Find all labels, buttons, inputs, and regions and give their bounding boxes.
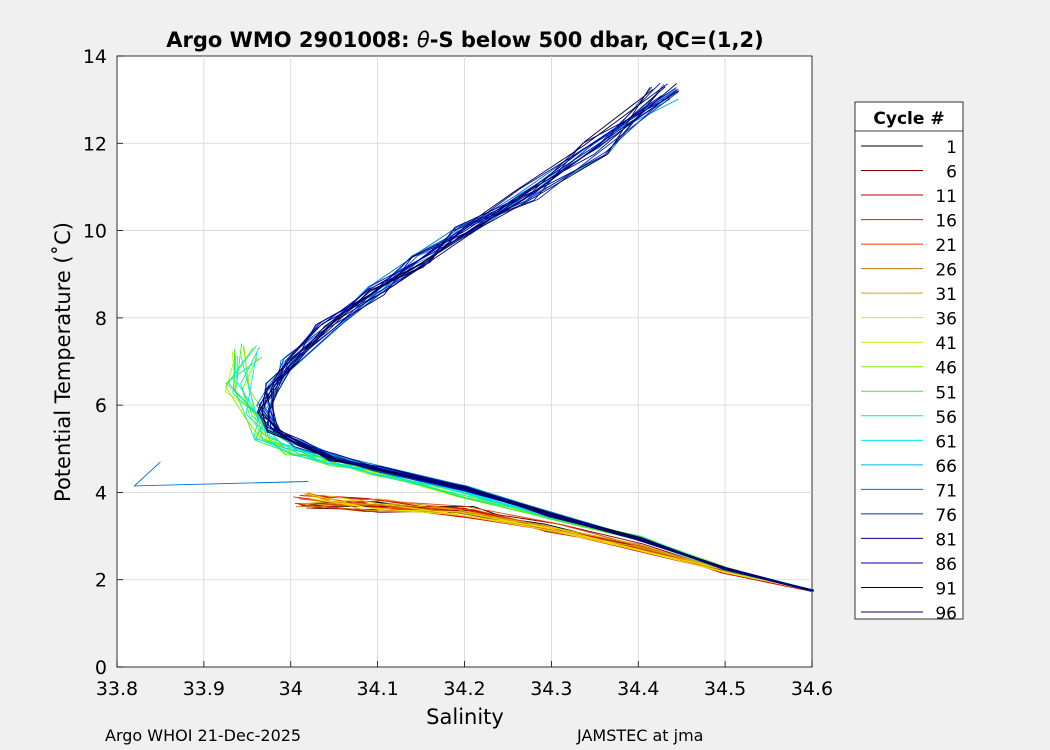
legend-label: 41 (935, 334, 957, 354)
profile-cycle-96 (261, 90, 812, 591)
footer-left: Argo WHOI 21-Dec-2025 (105, 726, 302, 745)
legend-title: Cycle # (873, 109, 944, 129)
y-tick-label: 14 (83, 46, 107, 68)
profile-cycle-86 (258, 87, 812, 592)
legend-label: 6 (946, 163, 957, 183)
legend-label: 56 (935, 408, 957, 428)
legend-label: 1 (946, 138, 957, 158)
legend: Cycle # 16111621263136414651566166717681… (854, 101, 964, 624)
legend-label: 81 (935, 530, 957, 550)
x-tick-label: 33.8 (96, 678, 138, 700)
y-ticks: 0 2 4 6 8 10 12 14 (83, 46, 123, 679)
legend-label: 26 (935, 261, 957, 281)
x-ticks: 33.8 33.9 34 34.1 34.2 34.3 34.4 34.5 34.6 (96, 661, 833, 700)
legend-label: 71 (935, 481, 957, 501)
x-tick-label: 34.5 (704, 678, 746, 700)
x-tick-label: 34.3 (530, 678, 572, 700)
x-tick-label: 34.6 (791, 678, 833, 700)
y-tick-label: 10 (83, 221, 107, 243)
chart-title: Argo WMO 2901008: θ-S below 500 dbar, QC… (166, 28, 763, 52)
profile-cycle-96 (264, 83, 813, 592)
legend-label: 11 (935, 187, 957, 207)
legend-label: 36 (935, 310, 957, 330)
y-tick-label: 8 (95, 308, 107, 330)
profile-cycle-36 (321, 494, 813, 592)
x-axis-label: Salinity (426, 705, 504, 729)
profile-cycle-91 (258, 86, 811, 591)
profile-cycle-36 (310, 498, 814, 591)
legend-label: 86 (935, 555, 957, 575)
profile-cycle-96 (271, 86, 812, 592)
y-tick-label: 2 (95, 570, 107, 592)
profile-outlier-tail (133, 461, 309, 487)
legend-label: 91 (935, 579, 957, 599)
x-tick-label: 34.4 (617, 678, 659, 700)
y-tick-label: 4 (95, 482, 107, 504)
y-tick-label: 0 (95, 657, 107, 679)
footer-right: JAMSTEC at jma (577, 726, 704, 745)
legend-label: 76 (935, 506, 957, 526)
y-tick-label: 12 (83, 133, 107, 155)
legend-label: 31 (935, 285, 957, 305)
y-tick-label: 6 (95, 395, 107, 417)
x-tick-label: 34.1 (356, 678, 398, 700)
legend-label: 66 (935, 457, 957, 477)
profile-lines (133, 82, 815, 592)
legend-label: 21 (935, 236, 957, 256)
legend-label: 61 (935, 432, 957, 452)
legend-label: 46 (935, 359, 957, 379)
legend-label: 16 (935, 212, 957, 232)
legend-label: 96 (935, 604, 957, 624)
x-tick-label: 34.2 (443, 678, 485, 700)
x-tick-label: 33.9 (183, 678, 225, 700)
y-axis-label: Potential Temperature (˚C) (51, 222, 75, 502)
x-tick-label: 34 (279, 678, 303, 700)
legend-label: 51 (935, 383, 957, 403)
legend-box (854, 101, 964, 620)
